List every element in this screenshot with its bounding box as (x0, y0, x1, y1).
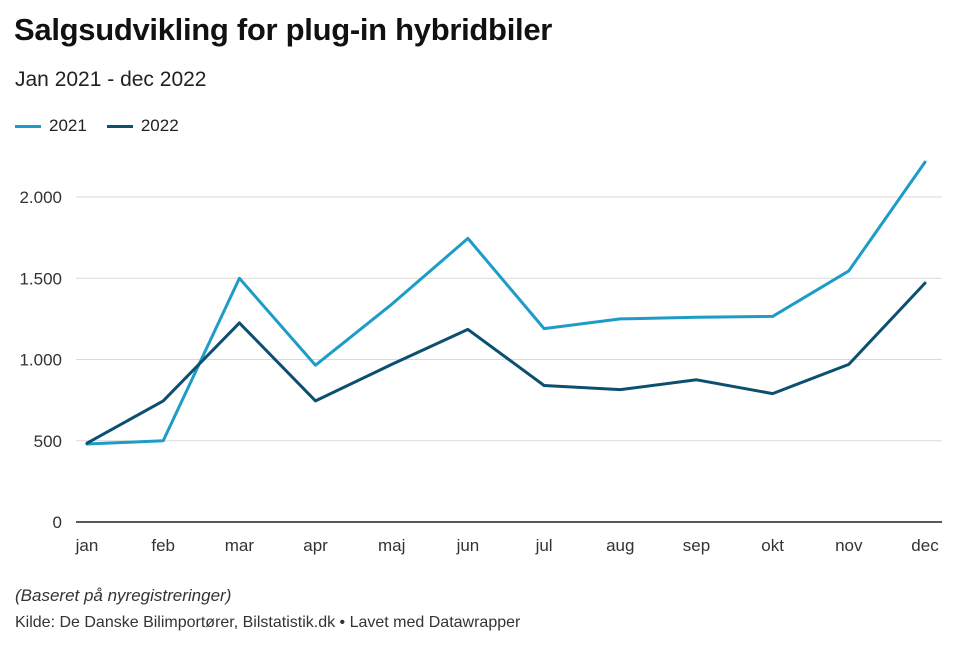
x-tick-label: jun (456, 536, 480, 555)
y-tick-label: 1.500 (19, 269, 62, 288)
legend-swatch-2021 (15, 124, 41, 128)
legend-label-2022: 2022 (140, 116, 179, 135)
chart-source: Kilde: De Danske Bilimportører, Bilstati… (15, 614, 521, 631)
x-tick-label: jul (535, 536, 553, 555)
x-tick-label: sep (683, 536, 710, 555)
x-tick-label: jan (75, 536, 99, 555)
series-line-2022 (85, 281, 927, 445)
x-tick-label: aug (606, 536, 634, 555)
x-tick-label: okt (761, 536, 784, 555)
y-tick-label: 1.000 (19, 351, 62, 370)
series-line-2021 (85, 160, 927, 446)
x-tick-label: feb (151, 536, 175, 555)
x-tick-label: nov (835, 536, 863, 555)
y-tick-label: 0 (53, 513, 62, 532)
x-tick-label: maj (378, 536, 405, 555)
chart-title: Salgsudvikling for plug-in hybridbiler (14, 12, 553, 47)
chart-legend: 2021 2022 (15, 116, 179, 136)
x-tick-label: dec (911, 536, 939, 555)
legend-swatch-2022 (106, 124, 133, 128)
y-tick-label: 2.000 (19, 188, 62, 207)
y-tick-label: 500 (34, 432, 62, 451)
legend-item-2021: 2021 (15, 116, 87, 136)
line-chart: 0 500 1.000 1.500 2.000 jan feb mar apr maj jun jul… (19, 160, 942, 555)
x-tick-label: apr (303, 536, 328, 555)
x-tick-label: mar (225, 536, 255, 555)
legend-label-2021: 2021 (49, 116, 87, 135)
legend-item-2022: 2022 (106, 116, 179, 136)
chart-note: (Baseret på nyregistreringer) (15, 586, 232, 605)
chart-subtitle: Jan 2021 - dec 2022 (15, 68, 207, 91)
